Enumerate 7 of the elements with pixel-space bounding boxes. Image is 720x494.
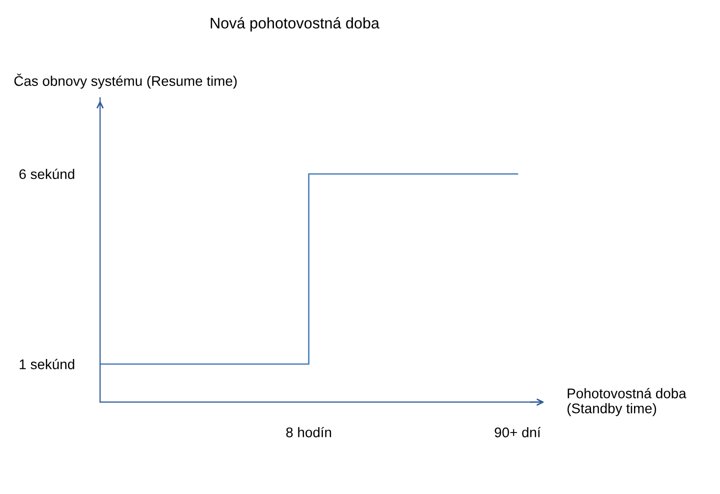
x-tick-label: 90+ dní: [494, 426, 541, 438]
x-tick-label: 8 hodín: [286, 426, 332, 438]
y-axis-title: Čas obnovy systému (Resume time): [14, 74, 237, 89]
y-tick-label: 1 sekúnd: [20, 358, 74, 370]
y-tick-label: 6 sekúnd: [19, 168, 74, 180]
x-axis-title: Pohotovostná doba (Standby time): [568, 388, 686, 416]
chart-title: Nová pohotovostná doba: [210, 17, 380, 32]
